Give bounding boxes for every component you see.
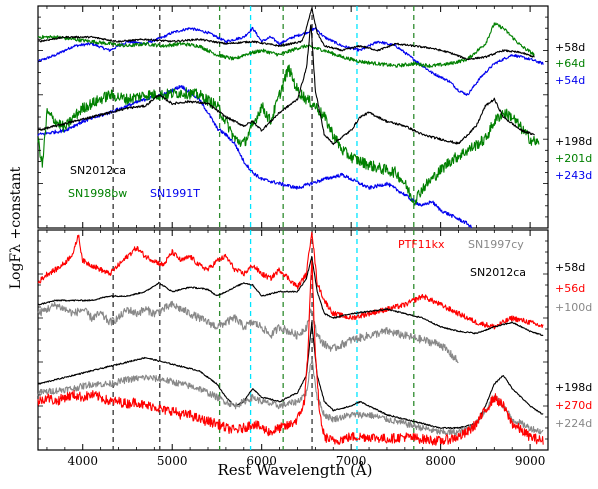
spectrum-line: [37, 24, 535, 146]
object-label: SN2012ca: [470, 266, 526, 279]
spectrum-line: [37, 260, 544, 446]
panel-frame: [37, 229, 549, 451]
spectrum-line: [37, 359, 544, 437]
x-tick-label: 9000: [515, 454, 546, 468]
object-label: SN1998bw: [68, 187, 127, 200]
x-tick-label: 8000: [425, 454, 456, 468]
object-label: SN2012ca: [70, 164, 126, 177]
spectrum-line: [37, 300, 459, 364]
spectrum-line: [37, 321, 544, 430]
spectrum-line: [37, 255, 544, 337]
epoch-label: +224d: [555, 417, 592, 430]
epoch-label: +270d: [555, 399, 592, 412]
x-tick-label: 4000: [67, 454, 98, 468]
spectrum-line: [37, 64, 540, 206]
epoch-label: +54d: [555, 74, 585, 87]
epoch-label: +58d: [555, 41, 585, 54]
spectrum-line: [37, 22, 535, 68]
spectrum-line: [37, 231, 544, 330]
epoch-label: +243d: [555, 169, 592, 182]
epoch-label: +198d: [555, 135, 592, 148]
spectrum-line: [37, 26, 544, 96]
x-tick-label: 6000: [246, 454, 277, 468]
object-label: SN1991T: [150, 187, 200, 200]
object-label: SN1997cy: [468, 238, 524, 251]
epoch-label: +58d: [555, 261, 585, 274]
x-tick-label: 7000: [336, 454, 367, 468]
y-axis-label: LogFλ +constant: [8, 166, 24, 289]
epoch-label: +56d: [555, 282, 585, 295]
epoch-label: +64d: [555, 57, 585, 70]
spectrum-line: [37, 7, 535, 61]
x-axis: 4000 5000 6000 7000 8000 9000: [67, 454, 545, 468]
epoch-label: +198d: [555, 381, 592, 394]
epoch-label: +201d: [555, 152, 592, 165]
epoch-label: +100d: [555, 301, 592, 314]
spectrum-line: [37, 84, 473, 229]
bottom-panel: +58d +56d +100d +198d +270d +224d PTF11kx SN199…: [37, 229, 592, 451]
x-tick-label: 5000: [157, 454, 188, 468]
top-panel: +58d +64d +54d +198d +201d +243d SN2012ca SN199…: [37, 5, 592, 229]
object-label: PTF11kx: [398, 238, 445, 251]
x-axis-label: Rest Wavelength (Å): [217, 461, 372, 479]
